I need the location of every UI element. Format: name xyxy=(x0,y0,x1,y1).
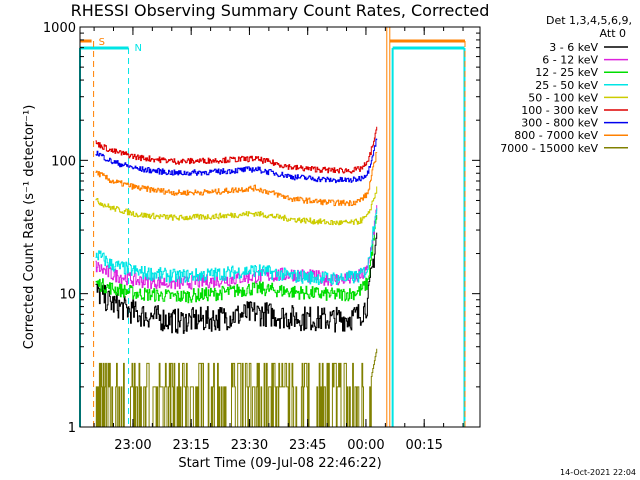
legend-label: 100 - 300 keV xyxy=(521,104,598,117)
chart-title: RHESSI Observing Summary Count Rates, Co… xyxy=(71,1,490,20)
night-label: N xyxy=(135,43,142,54)
series-line-0 xyxy=(95,232,378,334)
x-tick-label: 23:30 xyxy=(231,438,268,453)
legend-label: 12 - 25 keV xyxy=(535,66,598,79)
x-axis-label: Start Time (09-Jul-08 22:46:22) xyxy=(178,456,381,471)
plot-frame xyxy=(79,26,481,428)
timestamp: 14-Oct-2021 22:04 xyxy=(560,468,636,477)
x-tick-label: 00:15 xyxy=(405,438,442,453)
data-layer: SN xyxy=(79,27,466,428)
x-tick-label: 23:00 xyxy=(114,438,151,453)
legend-label: 300 - 800 keV xyxy=(521,117,598,130)
saa-label: S xyxy=(99,37,105,48)
legend-attenuator: Att 0 xyxy=(600,27,626,40)
legend-label: 7000 - 15000 keV xyxy=(500,142,598,155)
legend-label: 800 - 7000 keV xyxy=(514,129,598,142)
y-tick-label: 1 xyxy=(68,421,76,436)
legend-detectors: Det 1,3,4,5,6,9, xyxy=(546,14,632,27)
y-axis-label: Corrected Count Rate (s⁻¹ detector⁻¹) xyxy=(22,105,37,350)
series-line-8 xyxy=(95,348,378,428)
y-tick-label: 100 xyxy=(51,154,76,169)
series-line-4 xyxy=(95,186,378,226)
legend-label: 6 - 12 keV xyxy=(542,54,598,67)
y-tick-label: 1000 xyxy=(43,21,76,36)
y-tick-label: 10 xyxy=(59,288,76,303)
x-tick-label: 00:00 xyxy=(347,438,384,453)
axis-layer: 1 10 100 1000 23:00 23:15 23:30 23:45 00:00 00:15 xyxy=(43,21,480,453)
legend-label: 50 - 100 keV xyxy=(528,91,598,104)
legend-label: 25 - 50 keV xyxy=(535,79,598,92)
series-line-3 xyxy=(95,208,378,285)
series-line-2 xyxy=(95,215,378,304)
x-tick-label: 23:45 xyxy=(289,438,326,453)
legend-label: 3 - 6 keV xyxy=(549,41,598,54)
x-tick-label: 23:15 xyxy=(172,438,209,453)
series-line-1 xyxy=(95,205,378,290)
series-line-5 xyxy=(95,126,378,174)
series-line-7 xyxy=(95,152,378,207)
series-line-6 xyxy=(95,138,378,184)
